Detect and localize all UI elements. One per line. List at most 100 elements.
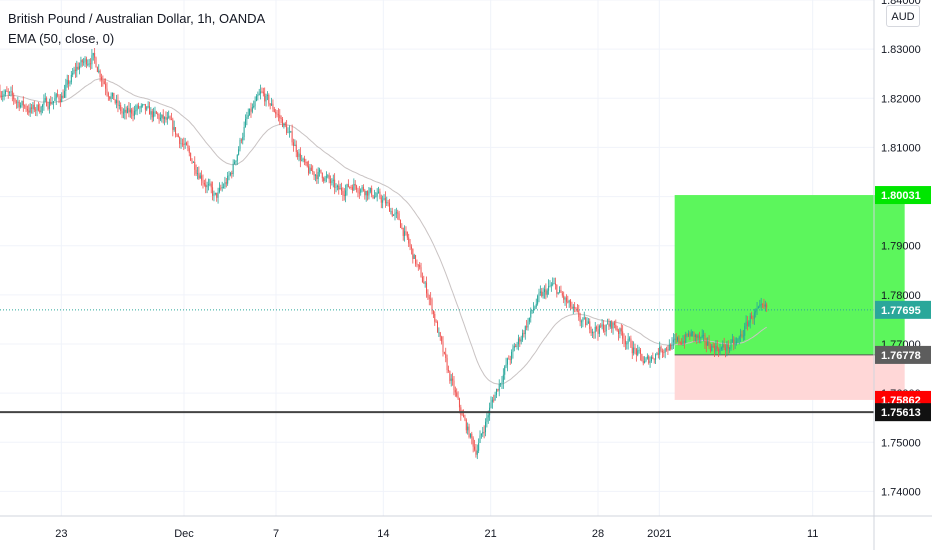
candle-body [493,399,495,401]
candle-body [605,324,607,332]
candle-body [650,357,652,362]
candle-body [652,357,654,359]
candle-body [428,297,430,299]
candle-body [191,160,193,163]
candle-body [314,174,316,176]
candle-body [305,161,307,163]
candle-body [372,195,374,199]
candle-body [386,202,388,204]
candle-body [324,177,326,182]
candle-body [81,60,83,63]
candle-body [265,95,267,102]
candle-body [209,183,211,185]
candle-body [586,323,588,326]
currency-button[interactable]: AUD [886,5,920,27]
candle-body [412,248,414,259]
candle-body [36,104,38,111]
horizontal-lines[interactable] [0,309,874,414]
candle-body [353,184,355,191]
candle-body [232,163,234,175]
candle-body [21,100,23,106]
candle-body [301,159,303,161]
candle-body [463,414,465,418]
candle-body [512,347,514,352]
candle-body [107,93,109,97]
candle-body [110,96,112,99]
candle-body [402,227,404,236]
candle-body [43,100,45,105]
candle-body [258,93,260,96]
candle-body [465,419,467,431]
candle-body [73,69,75,74]
candle-body [629,338,631,340]
candle-body [328,175,330,180]
candle-body [687,333,689,336]
candle-body [708,341,710,347]
candle-body [391,211,393,216]
last-price-label-bg [875,300,931,319]
candle-body [22,100,24,106]
candle-body [228,174,230,176]
candle-body [644,361,646,364]
candle-body [491,399,493,403]
ema-indicator-label[interactable]: EMA (50, close, 0) [8,31,115,46]
candle-body [117,100,119,106]
candle-body [660,346,662,352]
candle-body [596,326,598,330]
target-price-label-bg [875,186,931,205]
candle-body [445,353,447,358]
candle-body [435,321,437,323]
candle-body [659,346,661,355]
stop-zone[interactable] [674,354,905,400]
candle-body [190,152,192,161]
candle-body [26,109,28,111]
candle-body [413,255,415,259]
symbol-title[interactable]: British Pound / Australian Dollar, 1h, O… [8,11,266,26]
candle-body [683,341,685,343]
candle-body [37,104,39,111]
candle-body [158,114,160,120]
candle-body [375,196,377,198]
candle-body [452,378,454,381]
candle-body [661,351,663,353]
candle-body [39,110,41,113]
candle-body [494,394,496,401]
candle-body [561,292,563,296]
candle-body [286,125,288,133]
long-position-tool[interactable] [674,195,905,400]
candle-body [677,337,679,340]
candle-body [634,347,636,349]
candle-body [608,323,610,327]
candle-body [681,343,683,345]
candle-body [506,358,508,365]
candle-body [686,334,688,336]
candle-body [94,53,96,58]
x-tick-label: 28 [592,528,604,540]
candle-body [432,310,434,314]
candle-body [65,84,67,92]
candle-body [756,308,758,311]
y-tick-label: 1.75000 [881,437,921,449]
candle-body [84,58,86,62]
candle-body [405,231,407,233]
candle-body [57,94,59,96]
candle-body [398,213,400,221]
candle-body [69,82,71,84]
candle-body [109,96,111,99]
target-zone[interactable] [674,195,905,355]
candle-body [567,301,569,303]
candle-body [620,328,622,332]
candle-body [7,91,9,93]
candle-body [184,142,186,145]
candle-body [692,331,694,333]
candle-body [498,384,500,391]
candle-body [336,185,338,188]
candle-body [457,396,459,399]
candle-body [701,335,703,338]
candle-body [718,348,720,353]
candle-body [29,107,31,113]
candle-body [735,341,737,344]
candle-body [734,343,736,345]
